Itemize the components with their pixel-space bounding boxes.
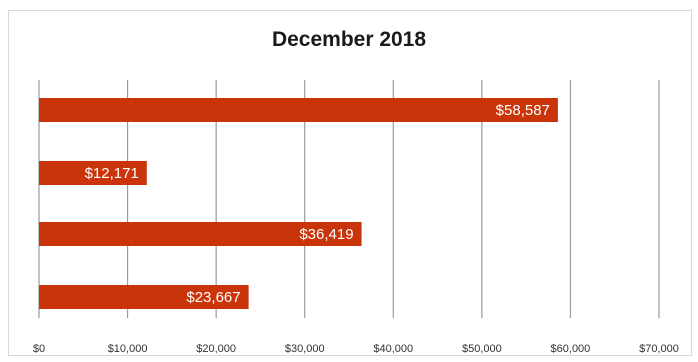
bar [39,161,147,185]
x-tick-label: $10,000 [108,343,148,355]
x-tick-label: $60,000 [551,343,591,355]
chart-title: December 2018 [271,28,427,51]
bar-data-label: $12,171 [85,165,139,182]
bar [39,98,558,122]
x-tick-label: $50,000 [462,343,502,355]
x-tick-label: $40,000 [373,343,413,355]
x-tick-label: $0 [33,343,45,355]
x-tick-label: $30,000 [285,343,325,355]
x-tick-label: $70,000 [639,343,679,355]
bar-data-label: $23,667 [186,289,240,306]
bar-data-label: $58,587 [496,102,550,119]
bar [39,222,362,246]
bar-data-label: $36,419 [299,226,353,243]
x-tick-label: $20,000 [196,343,236,355]
bar [39,285,249,309]
